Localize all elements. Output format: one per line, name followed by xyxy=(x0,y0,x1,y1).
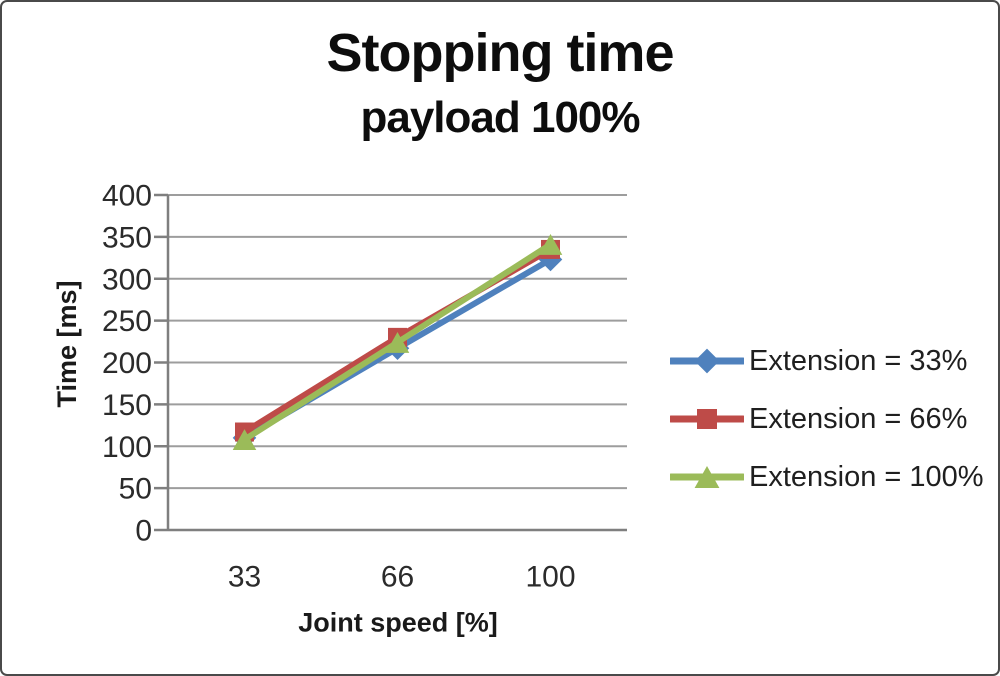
y-tick-label: 400 xyxy=(102,180,152,213)
legend-item-0: Extension = 33% xyxy=(670,342,984,380)
y-tick-label: 0 xyxy=(135,515,152,548)
y-tick-label: 350 xyxy=(102,221,152,254)
y-tick-label: 300 xyxy=(102,263,152,296)
chart-subtitle: payload 100% xyxy=(360,93,640,142)
legend-key-square xyxy=(670,409,744,429)
legend-key-triangle xyxy=(670,466,744,488)
square-marker-legend xyxy=(697,409,717,429)
triangle-marker-series-2 xyxy=(385,331,410,353)
diamond-marker-legend xyxy=(694,348,720,374)
triangle-marker-legend xyxy=(694,466,720,488)
y-tick-label: 200 xyxy=(102,347,152,380)
x-tick-label: 100 xyxy=(525,561,575,594)
legend: Extension = 33% Extension = 66% Extension … xyxy=(670,342,984,496)
y-tick-label: 250 xyxy=(102,305,152,338)
y-tick-label: 50 xyxy=(119,473,152,506)
legend-label: Extension = 100% xyxy=(749,460,984,493)
legend-key-diamond xyxy=(670,348,744,374)
y-tick-label: 100 xyxy=(102,431,152,464)
legend-item-2: Extension = 100% xyxy=(670,458,984,496)
legend-label: Extension = 33% xyxy=(749,344,968,377)
legend-label: Extension = 66% xyxy=(749,402,968,435)
triangle-marker-series-2 xyxy=(538,233,563,255)
y-axis-title: Time [ms] xyxy=(52,280,82,407)
chart-title: Stopping time xyxy=(326,23,675,83)
legend-item-1: Extension = 66% xyxy=(670,400,984,438)
y-tick-label: 150 xyxy=(102,389,152,422)
x-tick-label: 33 xyxy=(228,561,261,594)
triangle-marker-series-2 xyxy=(232,429,257,450)
x-axis-title: Joint speed [%] xyxy=(298,607,498,637)
x-tick-label: 66 xyxy=(381,561,414,594)
